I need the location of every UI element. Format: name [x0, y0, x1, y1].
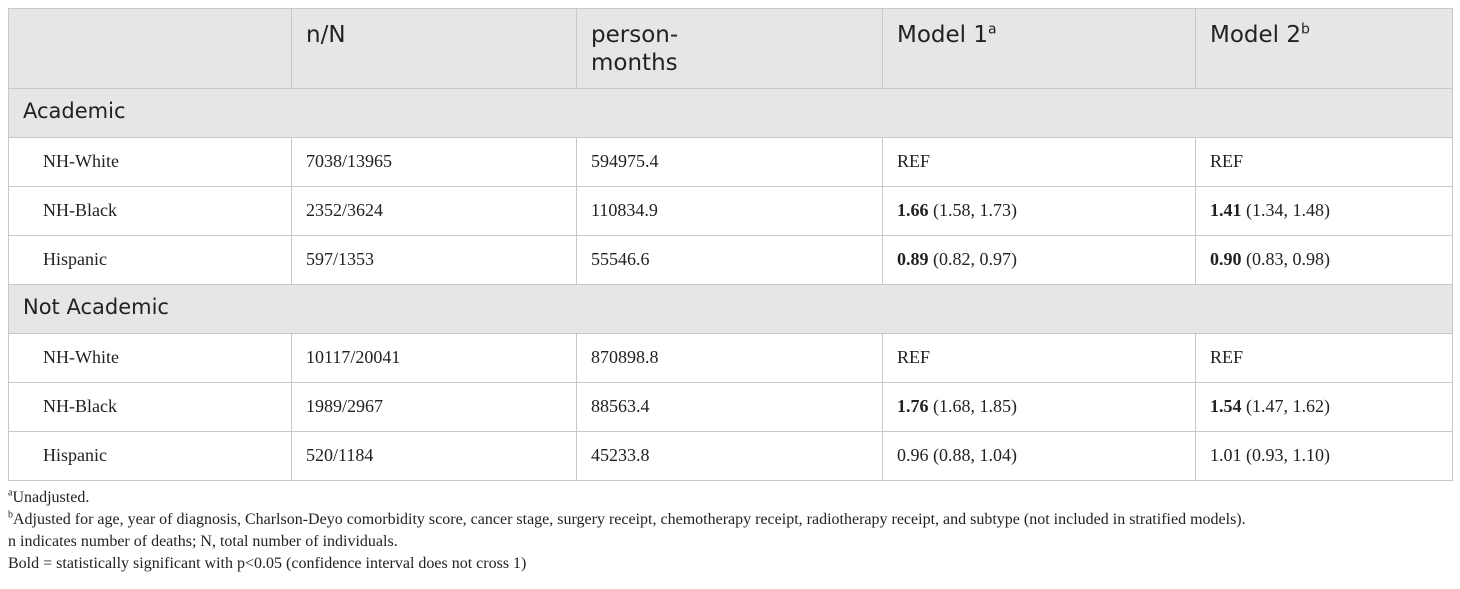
model-1-estimate: REF: [897, 151, 931, 171]
cell-person-months: 45233.8: [576, 431, 883, 481]
footnote-n: n indicates number of deaths; N, total n…: [8, 533, 398, 550]
table-container: n/N person-months Model 1a Model 2b Acad…: [8, 8, 1453, 575]
header-model-2-label: Model 2: [1210, 22, 1302, 48]
model-2-estimate: 0.90: [1210, 249, 1242, 269]
footnote-a-mark: a: [8, 487, 13, 499]
cell-model-2: 1.41 (1.34, 1.48): [1195, 186, 1453, 236]
header-person-months: person-months: [576, 8, 883, 89]
model-2-estimate: 1.41: [1210, 200, 1242, 220]
cell-nN: 1989/2967: [291, 382, 577, 432]
table-row: Hispanic 597/1353 55546.6 0.89 (0.82, 0.97)…: [8, 235, 1453, 285]
table-row: NH-White 10117/20041 870898.8 REF REF: [8, 333, 1453, 383]
cell-person-months: 88563.4: [576, 382, 883, 432]
cell-nN: 520/1184: [291, 431, 577, 481]
footnote-b-text: Adjusted for age, year of diagnosis, Cha…: [13, 511, 1246, 528]
cell-person-months: 870898.8: [576, 333, 883, 383]
model-1-ci: (1.58, 1.73): [928, 200, 1017, 220]
header-model-1: Model 1a: [882, 8, 1196, 89]
header-nN: n/N: [291, 8, 577, 89]
footnote-a: aUnadjusted.: [8, 487, 1452, 509]
header-person-months-line1: person-: [591, 22, 679, 48]
cell-model-1: 0.96 (0.88, 1.04): [882, 431, 1196, 481]
model-1-estimate: 1.66: [897, 200, 929, 220]
model-2-estimate: REF: [1210, 347, 1244, 367]
cell-group: NH-White: [8, 137, 292, 187]
footnotes: aUnadjusted. bAdjusted for age, year of …: [8, 487, 1452, 575]
cell-nN: 597/1353: [291, 235, 577, 285]
header-model-1-label: Model 1: [897, 22, 989, 48]
header-empty: [8, 8, 292, 89]
cell-model-2: 1.54 (1.47, 1.62): [1195, 382, 1453, 432]
model-2-ci: (0.93, 1.10): [1241, 445, 1330, 465]
cell-model-1: 1.66 (1.58, 1.73): [882, 186, 1196, 236]
cell-model-2: 0.90 (0.83, 0.98): [1195, 235, 1453, 285]
cell-nN: 7038/13965: [291, 137, 577, 187]
results-table: n/N person-months Model 1a Model 2b Acad…: [8, 8, 1453, 481]
cell-group: Hispanic: [8, 235, 292, 285]
model-2-ci: (0.83, 0.98): [1241, 249, 1330, 269]
cell-group: NH-Black: [8, 186, 292, 236]
header-row: n/N person-months Model 1a Model 2b: [8, 8, 1453, 89]
section-label: Academic: [8, 88, 1453, 138]
cell-model-2: 1.01 (0.93, 1.10): [1195, 431, 1453, 481]
section-label: Not Academic: [8, 284, 1453, 334]
header-model-1-sup: a: [988, 21, 997, 38]
section-row: Not Academic: [8, 284, 1453, 334]
model-1-estimate: 0.89: [897, 249, 929, 269]
cell-nN: 10117/20041: [291, 333, 577, 383]
header-model-2: Model 2b: [1195, 8, 1453, 89]
cell-nN: 2352/3624: [291, 186, 577, 236]
cell-person-months: 55546.6: [576, 235, 883, 285]
model-2-ci: (1.34, 1.48): [1241, 200, 1330, 220]
cell-model-2: REF: [1195, 137, 1453, 187]
cell-group: NH-Black: [8, 382, 292, 432]
header-person-months-line2: months: [591, 50, 678, 76]
cell-model-1: REF: [882, 137, 1196, 187]
model-1-ci: (1.68, 1.85): [928, 396, 1017, 416]
footnote-b-mark: b: [8, 509, 13, 521]
header-model-2-sup: b: [1301, 21, 1310, 38]
model-1-estimate: 0.96: [897, 445, 929, 465]
model-2-estimate: 1.01: [1210, 445, 1242, 465]
cell-person-months: 594975.4: [576, 137, 883, 187]
footnote-a-text: Unadjusted.: [12, 489, 90, 506]
footnote-bold: Bold = statistically significant with p<…: [8, 555, 527, 572]
model-1-ci: (0.88, 1.04): [928, 445, 1017, 465]
cell-model-2: REF: [1195, 333, 1453, 383]
cell-group: NH-White: [8, 333, 292, 383]
model-1-ci: (0.82, 0.97): [928, 249, 1017, 269]
cell-model-1: 1.76 (1.68, 1.85): [882, 382, 1196, 432]
model-1-estimate: REF: [897, 347, 931, 367]
cell-person-months: 110834.9: [576, 186, 883, 236]
table-row: NH-Black 1989/2967 88563.4 1.76 (1.68, 1.85…: [8, 382, 1453, 432]
footnote-b: bAdjusted for age, year of diagnosis, Ch…: [8, 509, 1452, 531]
model-2-estimate: REF: [1210, 151, 1244, 171]
model-1-estimate: 1.76: [897, 396, 929, 416]
model-2-ci: (1.47, 1.62): [1241, 396, 1330, 416]
model-2-estimate: 1.54: [1210, 396, 1242, 416]
table-row: NH-White 7038/13965 594975.4 REF REF: [8, 137, 1453, 187]
cell-model-1: 0.89 (0.82, 0.97): [882, 235, 1196, 285]
table-row: Hispanic 520/1184 45233.8 0.96 (0.88, 1.04)…: [8, 431, 1453, 481]
cell-group: Hispanic: [8, 431, 292, 481]
cell-model-1: REF: [882, 333, 1196, 383]
section-row: Academic: [8, 88, 1453, 138]
table-row: NH-Black 2352/3624 110834.9 1.66 (1.58, 1.7…: [8, 186, 1453, 236]
